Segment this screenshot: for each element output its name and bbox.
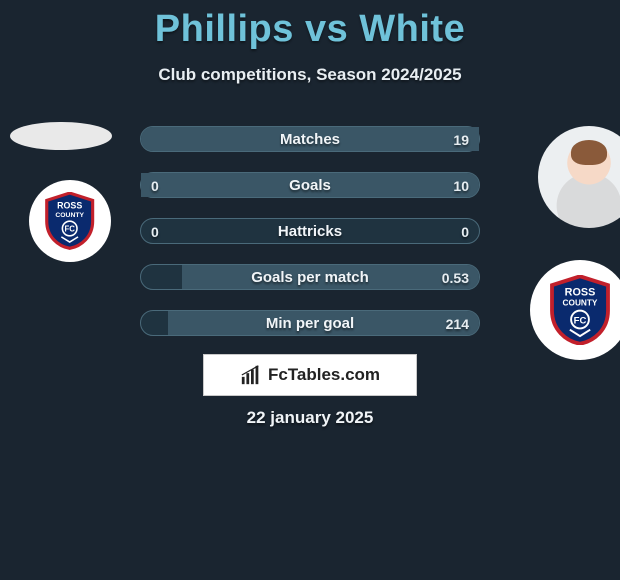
branding-badge: FcTables.com xyxy=(203,354,417,396)
stat-left-value: 0 xyxy=(141,219,169,243)
branding-text: FcTables.com xyxy=(268,365,380,385)
svg-text:COUNTY: COUNTY xyxy=(56,212,85,219)
club-crest-left: ROSS COUNTY FC xyxy=(29,180,111,262)
stat-label: Hattricks xyxy=(141,219,479,243)
stat-row: Goals per match 0.53 xyxy=(140,264,480,290)
stats-container: Matches 19 0 Goals 10 0 Hattricks 0 Goal… xyxy=(140,126,480,356)
stat-right-value: 19 xyxy=(443,127,479,151)
stat-left-value: 0 xyxy=(141,173,169,197)
svg-text:FC: FC xyxy=(65,225,76,234)
snapshot-date: 22 january 2025 xyxy=(0,408,620,428)
stat-left-value xyxy=(141,265,161,289)
svg-text:FC: FC xyxy=(574,315,587,326)
page-title: Phillips vs White xyxy=(0,0,620,51)
ross-county-crest-icon: ROSS COUNTY FC xyxy=(545,275,615,345)
stat-left-value xyxy=(141,127,161,151)
svg-text:ROSS: ROSS xyxy=(565,286,596,298)
comparison-card: Phillips vs White Club competitions, Sea… xyxy=(0,0,620,580)
stat-fill xyxy=(141,173,479,197)
subtitle: Club competitions, Season 2024/2025 xyxy=(0,65,620,85)
stat-right-value: 214 xyxy=(436,311,479,335)
stat-row: Min per goal 214 xyxy=(140,310,480,336)
bar-chart-icon xyxy=(240,364,262,386)
stat-fill xyxy=(168,311,479,335)
club-crest-right: ROSS COUNTY FC xyxy=(530,260,620,360)
stat-right-value: 10 xyxy=(443,173,479,197)
stat-left-value xyxy=(141,311,161,335)
ross-county-crest-icon: ROSS COUNTY FC xyxy=(41,192,98,249)
stat-row: 0 Hattricks 0 xyxy=(140,218,480,244)
svg-text:ROSS: ROSS xyxy=(57,201,82,211)
stat-row: Matches 19 xyxy=(140,126,480,152)
stat-right-value: 0 xyxy=(451,219,479,243)
player-right-avatar xyxy=(538,126,620,228)
svg-text:COUNTY: COUNTY xyxy=(563,299,598,308)
stat-fill xyxy=(141,127,479,151)
stat-right-value: 0.53 xyxy=(432,265,479,289)
stat-row: 0 Goals 10 xyxy=(140,172,480,198)
player-left-avatar xyxy=(10,122,112,150)
